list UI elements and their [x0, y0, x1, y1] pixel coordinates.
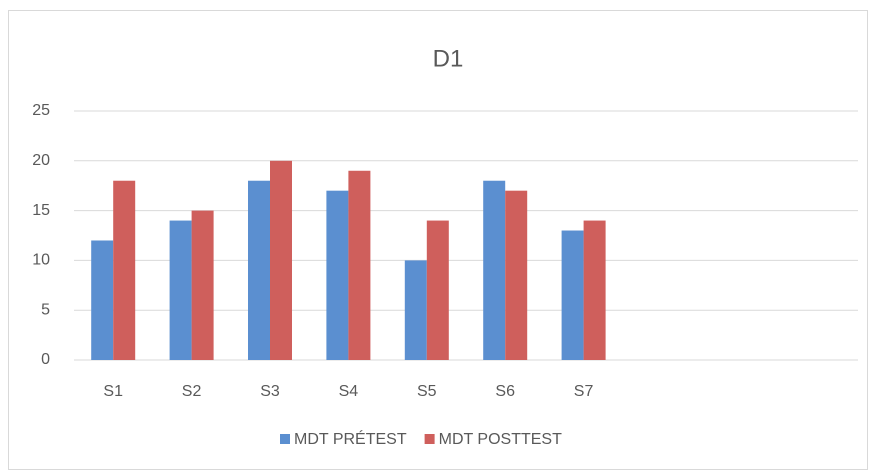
bar: [483, 181, 505, 360]
y-tick-label: 5: [41, 301, 50, 318]
y-tick-label: 10: [32, 252, 50, 269]
bar: [348, 171, 370, 360]
bar: [326, 191, 348, 360]
bar: [427, 221, 449, 360]
x-tick-label: S5: [417, 383, 437, 400]
y-tick-label: 25: [32, 102, 50, 119]
x-tick-label: S1: [103, 383, 123, 400]
legend-swatch: [280, 434, 290, 444]
x-tick-label: S4: [339, 383, 359, 400]
chart-title: D1: [433, 45, 464, 72]
x-tick-label: S3: [260, 383, 280, 400]
bar: [270, 161, 292, 360]
bar: [562, 231, 584, 360]
x-tick-label: S6: [495, 383, 515, 400]
y-tick-label: 20: [32, 152, 50, 169]
legend-swatch: [425, 434, 435, 444]
bar: [584, 221, 606, 360]
bar: [192, 211, 214, 360]
chart: D1 0 5 10 15 20 25 S1 S2 S3 S4 S5 S6 S7 MDT PRÉTEST MD…: [0, 0, 875, 476]
x-tick-label: S7: [574, 383, 594, 400]
bar: [505, 191, 527, 360]
bar: [405, 260, 427, 360]
bar: [91, 240, 113, 360]
bar: [248, 181, 270, 360]
y-tick-label: 0: [41, 351, 50, 368]
x-tick-label: S2: [182, 383, 202, 400]
legend-label: MDT POSTTEST: [439, 431, 562, 448]
legend-label: MDT PRÉTEST: [294, 429, 407, 448]
y-tick-label: 15: [32, 202, 50, 219]
bar: [170, 221, 192, 360]
bar: [113, 181, 135, 360]
